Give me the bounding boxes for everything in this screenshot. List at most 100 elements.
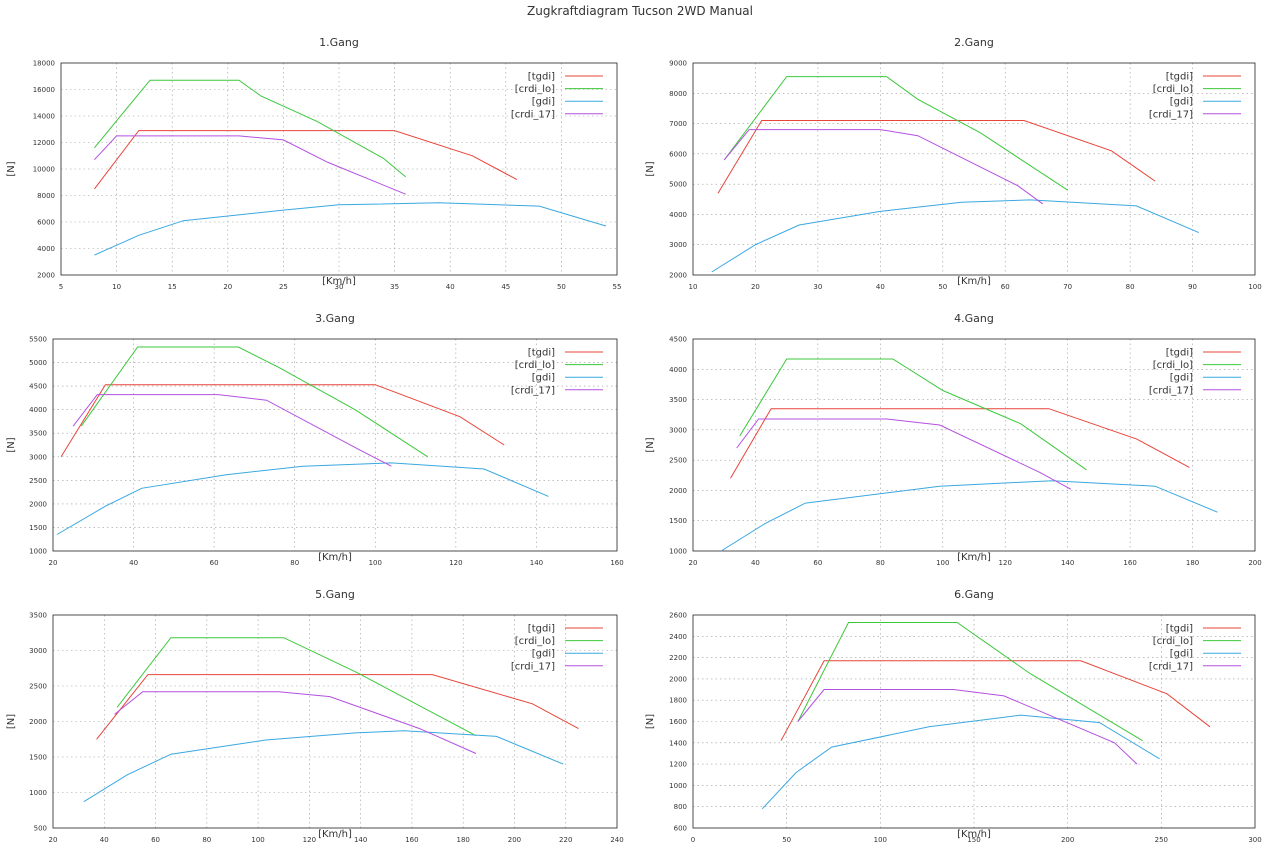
chart-2: 10 20 30 40 50 60 70 80 90 100 2000 3000 4000 5000 600… <box>645 36 1262 291</box>
y-tick-label: 1500 <box>29 524 47 532</box>
plot-title: 4.Gang <box>954 312 994 325</box>
series-line-crdi_17 <box>72 394 392 467</box>
legend-label-crdi_17: [crdi_17] <box>1149 109 1193 120</box>
series-line-crdi_lo <box>797 622 1143 742</box>
x-tick-label: 20 <box>49 559 58 567</box>
y-tick-label: 3500 <box>29 612 47 620</box>
y-tick-label: 3500 <box>669 396 687 404</box>
legend-label-gdi: [gdi] <box>1170 97 1193 108</box>
x-axis-label: [Km/h] <box>322 276 356 287</box>
y-tick-label: 2000 <box>669 675 687 683</box>
y-tick-label: 18000 <box>33 60 55 68</box>
series-line-crdi_17 <box>94 135 406 195</box>
x-axis-label: [Km/h] <box>318 552 352 563</box>
series-line-tgdi <box>717 120 1156 194</box>
y-tick-label: 500 <box>34 825 47 833</box>
x-tick-label: 45 <box>501 283 510 291</box>
x-tick-label: 200 <box>1248 559 1261 567</box>
series-line-tgdi <box>96 674 579 740</box>
x-tick-label: 20 <box>223 283 232 291</box>
legend-label-crdi_lo: [crdi_lo] <box>1153 84 1193 95</box>
y-tick-label: 3000 <box>669 241 687 249</box>
x-tick-label: 70 <box>1063 283 1072 291</box>
x-tick-label: 300 <box>1248 836 1261 844</box>
legend-label-tgdi: [tgdi] <box>528 72 555 83</box>
x-axis-label: [Km/h] <box>318 829 352 840</box>
series-line-crdi_17 <box>723 129 1043 205</box>
y-tick-label: 10000 <box>33 166 55 174</box>
x-tick-label: 20 <box>689 559 698 567</box>
chart-6: 0 50 100 150 200 250 300 600 800 1000 1200 1400 1600… <box>645 588 1262 844</box>
x-tick-label: 100 <box>251 836 264 844</box>
y-tick-label: 2500 <box>29 477 47 485</box>
y-axis-label: [N] <box>6 161 17 176</box>
y-axis-label: [N] <box>645 714 656 729</box>
plot-frame <box>52 338 618 552</box>
x-tick-label: 40 <box>100 836 109 844</box>
y-tick-label: 2000 <box>29 500 47 508</box>
x-tick-label: 100 <box>936 559 949 567</box>
x-tick-label: 40 <box>129 559 138 567</box>
y-tick-label: 4000 <box>37 245 55 253</box>
y-tick-label: 1500 <box>669 517 687 525</box>
legend-label-gdi: [gdi] <box>532 373 555 384</box>
x-tick-label: 30 <box>813 283 822 291</box>
x-tick-label: 60 <box>210 559 219 567</box>
plot-title: 6.Gang <box>954 588 994 601</box>
series-line-gdi <box>720 480 1218 552</box>
x-axis-label: [Km/h] <box>957 276 991 287</box>
y-tick-label: 16000 <box>33 86 55 94</box>
y-tick-label: 1600 <box>669 718 687 726</box>
x-tick-label: 10 <box>689 283 698 291</box>
legend-label-crdi_lo: [crdi_lo] <box>515 360 555 371</box>
y-tick-label: 800 <box>674 803 687 811</box>
series-line-tgdi <box>780 660 1211 741</box>
y-tick-label: 2400 <box>669 633 687 641</box>
x-tick-label: 0 <box>691 836 695 844</box>
y-axis-label: [N] <box>645 161 656 176</box>
plot-frame <box>692 62 1256 276</box>
x-tick-label: 200 <box>508 836 521 844</box>
x-tick-label: 55 <box>613 283 622 291</box>
legend-label-crdi_17: [crdi_17] <box>511 385 555 396</box>
x-tick-label: 100 <box>369 559 382 567</box>
x-tick-label: 40 <box>876 283 885 291</box>
x-tick-label: 140 <box>354 836 367 844</box>
y-tick-label: 2000 <box>669 487 687 495</box>
y-tick-label: 7000 <box>669 120 687 128</box>
x-tick-label: 30 <box>335 283 344 291</box>
series-line-crdi_lo <box>116 637 477 737</box>
legend-label-gdi: [gdi] <box>532 97 555 108</box>
plot-title: 1.Gang <box>319 36 359 49</box>
series-line-crdi_lo <box>80 346 428 458</box>
y-tick-label: 12000 <box>33 139 55 147</box>
x-tick-label: 60 <box>1001 283 1010 291</box>
x-tick-label: 80 <box>202 836 211 844</box>
plot-frame <box>60 62 618 276</box>
x-tick-label: 160 <box>1123 559 1136 567</box>
chart-4: 20 40 60 80 100 120 140 160 180 200 1000 1500 2000 25… <box>645 312 1262 567</box>
x-tick-label: 80 <box>876 559 885 567</box>
x-tick-label: 90 <box>1188 283 1197 291</box>
y-tick-label: 4000 <box>29 406 47 414</box>
chart-1: 5 10 15 20 25 30 35 40 45 50 55 2000 4000 6000 8000 100… <box>6 36 621 291</box>
series-line-gdi <box>56 462 549 535</box>
plot-title: 3.Gang <box>315 312 355 325</box>
plot-frame <box>692 338 1256 552</box>
page-title: Zugkraftdiagram Tucson 2WD Manual <box>527 4 753 18</box>
chart-5: 20 40 60 80 100 120 140 160 180 200 220 240 500 1000 1… <box>6 588 624 844</box>
plot-frame <box>692 614 1256 829</box>
x-tick-label: 60 <box>813 559 822 567</box>
y-tick-label: 1800 <box>669 697 687 705</box>
series-line-crdi_17 <box>114 691 477 754</box>
y-tick-label: 9000 <box>669 60 687 68</box>
y-tick-label: 8000 <box>669 90 687 98</box>
y-tick-label: 6000 <box>669 150 687 158</box>
series-line-crdi_lo <box>94 79 407 178</box>
y-tick-label: 3500 <box>29 430 47 438</box>
plot-title: 2.Gang <box>954 36 994 49</box>
y-tick-label: 5000 <box>29 359 47 367</box>
y-tick-label: 3000 <box>29 453 47 461</box>
x-tick-label: 60 <box>151 836 160 844</box>
